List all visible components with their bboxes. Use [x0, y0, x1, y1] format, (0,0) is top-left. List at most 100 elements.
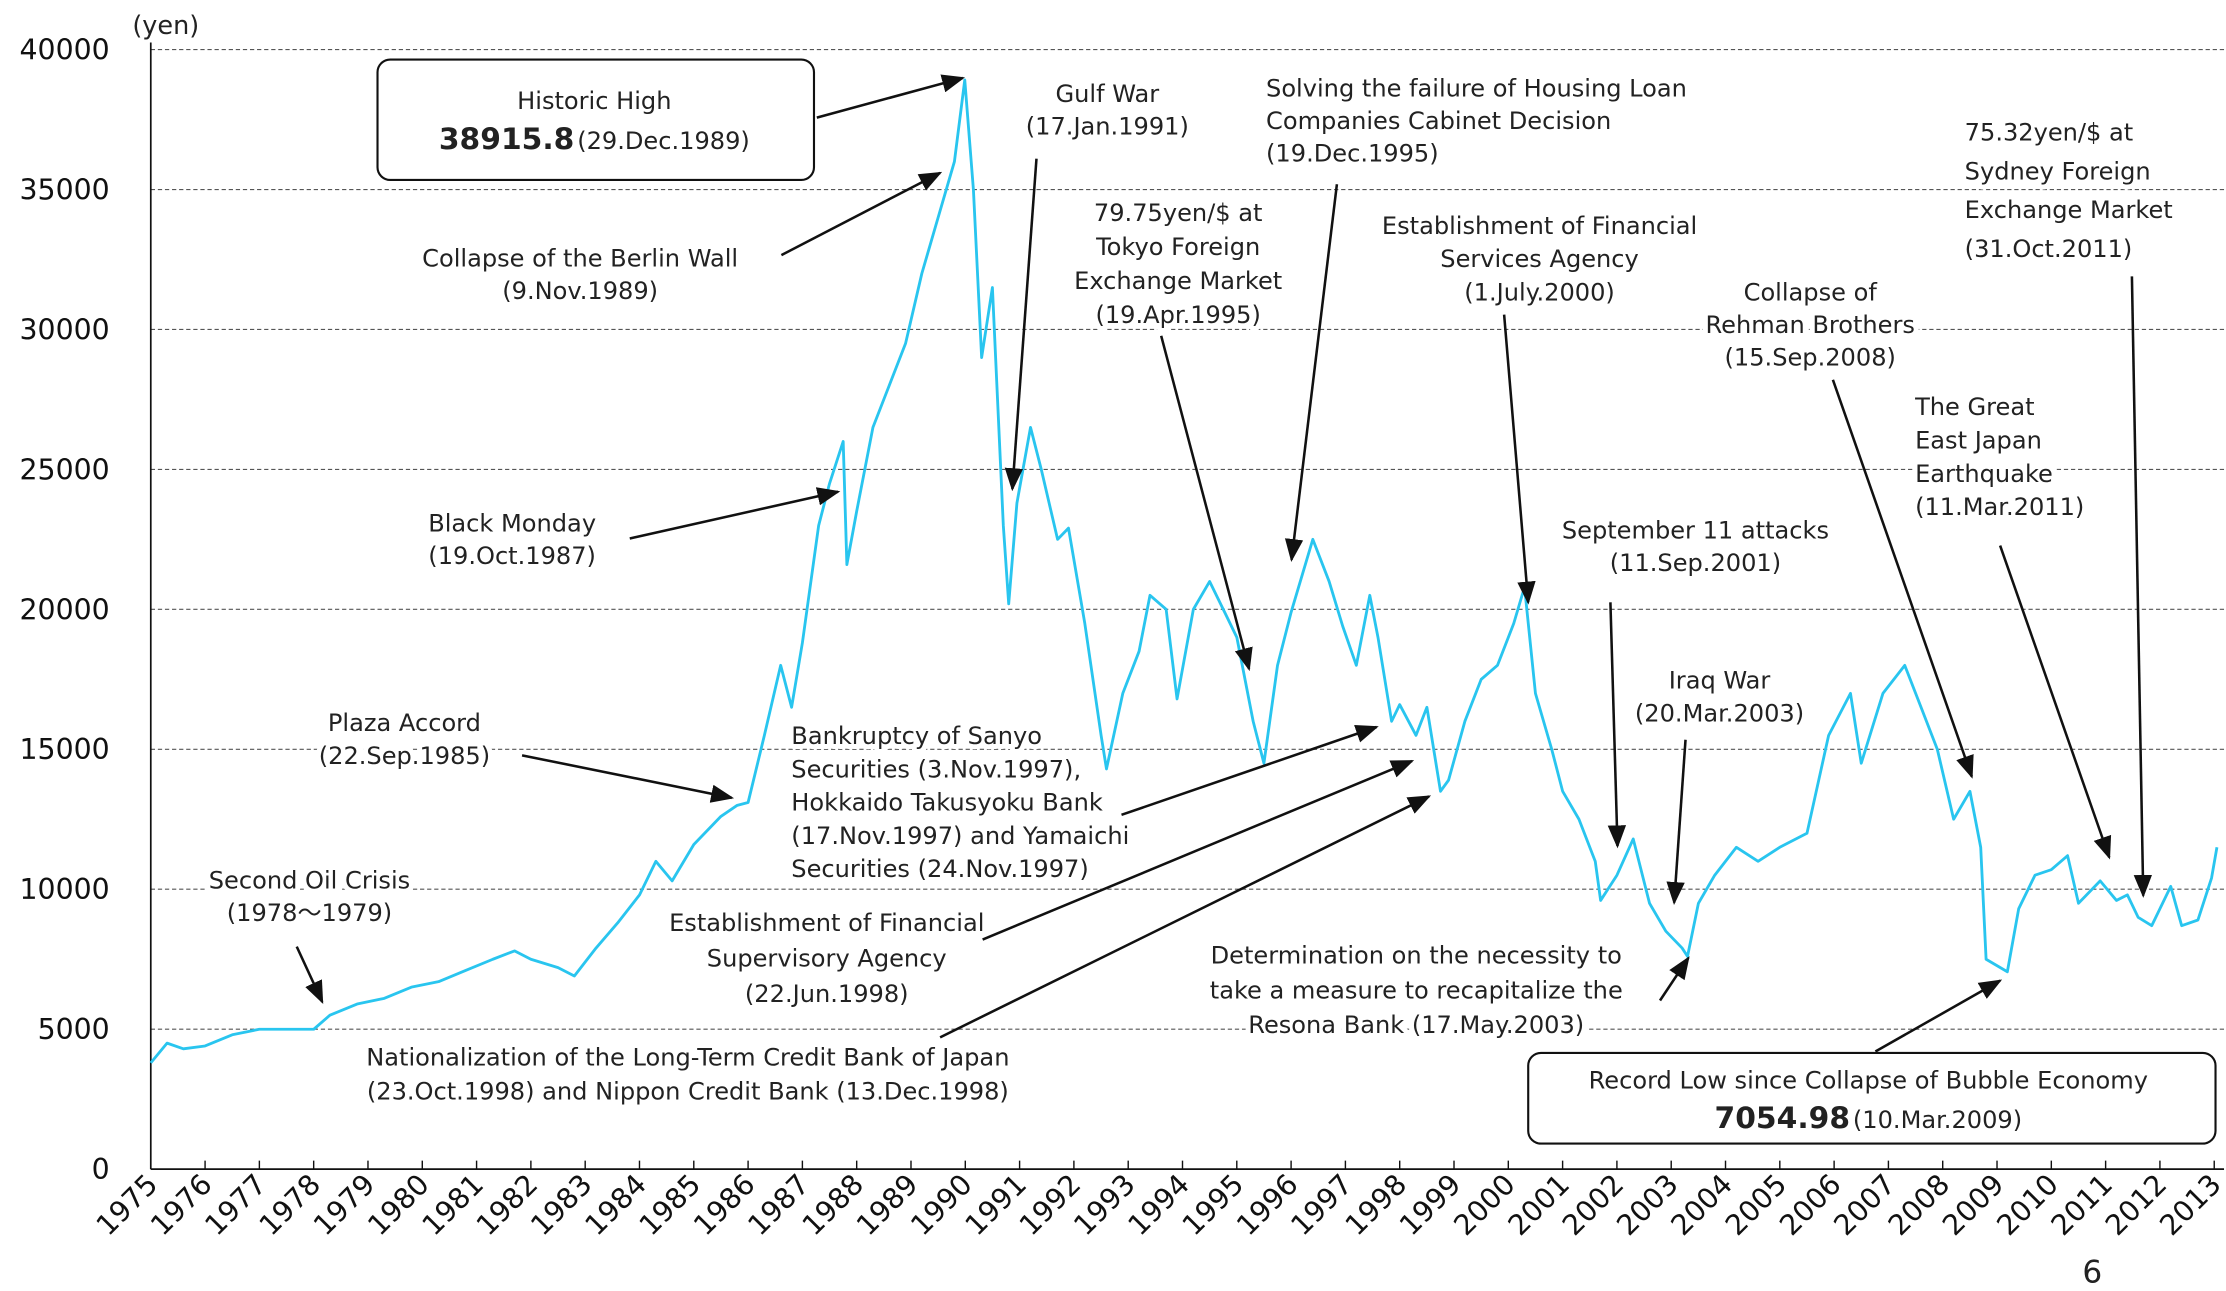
x-tick-label: 2003 [1610, 1168, 1684, 1242]
annotation-text: Second Oil Crisis [209, 867, 410, 895]
annotation-text: Securities (24.Nov.1997) [791, 855, 1088, 883]
x-tick-label: 2011 [2045, 1168, 2119, 1242]
annotation-text: Record Low since Collapse of Bubble Econ… [1589, 1066, 2148, 1094]
annotation-text: Supervisory Agency [707, 944, 947, 972]
annotation-text: (1978〜1979) [227, 899, 392, 927]
x-tick-label: 1999 [1393, 1168, 1467, 1242]
annotation-arrow [1831, 379, 1974, 779]
x-tick-label: 1983 [524, 1168, 598, 1242]
annotation-arrow [1666, 739, 1687, 905]
annotation-text: (19.Apr.1995) [1095, 301, 1260, 329]
x-tick-label: 1998 [1339, 1168, 1413, 1242]
x-tick-label: 1979 [307, 1168, 381, 1242]
record-value: 7054.98 [1715, 1101, 1851, 1136]
annotation-text: (17.Nov.1997) and Yamaichi [791, 822, 1129, 850]
x-tick-label: 1992 [1013, 1168, 1087, 1242]
annotation-text: Determination on the necessity to [1211, 942, 1622, 970]
annotation-arrow [2130, 276, 2153, 898]
annotation-arrow [295, 946, 324, 1004]
annotation-text: (31.Oct.2011) [1965, 235, 2133, 263]
y-tick-label: 35000 [20, 173, 110, 206]
annotation-text: Solving the failure of Housing Loan [1266, 74, 1687, 102]
annotation-arrow [982, 759, 1415, 941]
annotation-text: (22.Jun.1998) [745, 980, 909, 1008]
x-tick-label: 2005 [1719, 1168, 1793, 1242]
annotation-text: Rehman Brothers [1706, 311, 1915, 339]
annotation-arrow [521, 754, 735, 803]
annotation-arrow [1502, 314, 1536, 605]
x-tick-label: 1994 [1122, 1168, 1196, 1242]
annotation-text: Sydney Foreign [1965, 157, 2151, 185]
y-tick-label: 40000 [20, 34, 110, 67]
annotation-arrow [1284, 184, 1339, 563]
x-tick-label: 1982 [470, 1168, 544, 1242]
annotation-text: (11.Mar.2011) [1915, 493, 2084, 521]
annotation-text: September 11 attacks [1562, 517, 1829, 545]
annotation-text: (19.Dec.1995) [1266, 140, 1439, 168]
annotation-text: Exchange Market [1965, 196, 2173, 224]
annotation-text: Historic High [517, 87, 671, 115]
annotation-text: (19.Oct.1987) [428, 542, 596, 570]
annotation-text: (11.Sep.2001) [1610, 549, 1781, 577]
annotation-text: Plaza Accord [328, 709, 481, 737]
annotation-text: (20.Mar.2003) [1635, 699, 1804, 727]
annotation-arrow [1004, 158, 1038, 492]
x-tick-label: 1987 [742, 1168, 816, 1242]
annotation-text: Nationalization of the Long-Term Credit … [366, 1044, 1009, 1072]
annotation-text: Collapse of the Berlin Wall [422, 244, 738, 272]
x-tick-label: 1976 [144, 1168, 218, 1242]
annotation-text: The Great [1914, 393, 2034, 421]
record-date: (29.Dec.1989) [577, 127, 750, 155]
x-tick-label: 1990 [904, 1168, 978, 1242]
annotation-text: 75.32yen/$ at [1965, 118, 2134, 146]
record-date: (10.Mar.2009) [1853, 1106, 2022, 1134]
x-tick-label: 2000 [1447, 1168, 1521, 1242]
annotation-arrow [629, 487, 841, 540]
annotation-arrow [816, 74, 966, 119]
x-tick-label: 2004 [1665, 1168, 1739, 1242]
annotation-arrow [1607, 602, 1627, 849]
y-tick-label: 10000 [20, 873, 110, 906]
x-tick-label: 2007 [1828, 1168, 1902, 1242]
annotation-arrow [1121, 725, 1379, 817]
annotation-text: Bankruptcy of Sanyo [791, 722, 1042, 750]
x-tick-label: 1984 [579, 1168, 653, 1242]
annotation-text: take a measure to recapitalize the [1210, 976, 1623, 1004]
annotation-text: Iraq War [1669, 667, 1771, 695]
x-tick-label: 1977 [199, 1168, 273, 1242]
x-tick-label: 1989 [850, 1168, 924, 1242]
annotation-text: Companies Cabinet Decision [1266, 107, 1611, 135]
x-tick-label: 1985 [633, 1168, 707, 1242]
x-tick-label: 1997 [1285, 1168, 1359, 1242]
annotation-arrow [1658, 956, 1690, 1002]
annotation-text: (1.July.2000) [1464, 278, 1615, 306]
annotation-text: Hokkaido Takusyoku Bank [791, 789, 1103, 817]
x-tick-label: 1988 [796, 1168, 870, 1242]
x-tick-label: 2012 [2099, 1168, 2173, 1242]
annotation-text: (15.Sep.2008) [1725, 344, 1896, 372]
annotation-text: (17.Jan.1991) [1026, 113, 1189, 141]
x-tick-label: 2013 [2153, 1168, 2226, 1242]
x-tick-label: 2008 [1882, 1168, 1956, 1242]
annotation-arrow [780, 171, 943, 257]
annotation-text: Collapse of [1744, 278, 1878, 306]
annotation-text: Gulf War [1055, 80, 1159, 108]
annotation-box [1527, 1051, 2217, 1145]
y-tick-label: 15000 [20, 733, 110, 766]
annotation-text: Black Monday [428, 509, 596, 537]
annotation-text: East Japan [1915, 427, 2042, 455]
x-tick-label: 2009 [1936, 1168, 2010, 1242]
y-tick-label: 30000 [20, 313, 110, 346]
annotation-text: (22.Sep.1985) [319, 742, 490, 770]
x-tick-label: 2006 [1773, 1168, 1847, 1242]
annotation-text: (9.Nov.1989) [502, 277, 658, 305]
y-tick-label: 25000 [20, 453, 110, 486]
annotation-text: Securities (3.Nov.1997), [791, 755, 1081, 783]
x-tick-label: 1981 [416, 1168, 490, 1242]
x-tick-label: 2002 [1556, 1168, 1630, 1242]
annotation-text: Resona Bank (17.May.2003) [1248, 1011, 1584, 1039]
x-tick-label: 1996 [1230, 1168, 1304, 1242]
annotation-arrow [1998, 545, 2112, 860]
annotation-text: Earthquake [1915, 460, 2053, 488]
annotation-text: Exchange Market [1074, 267, 1282, 295]
